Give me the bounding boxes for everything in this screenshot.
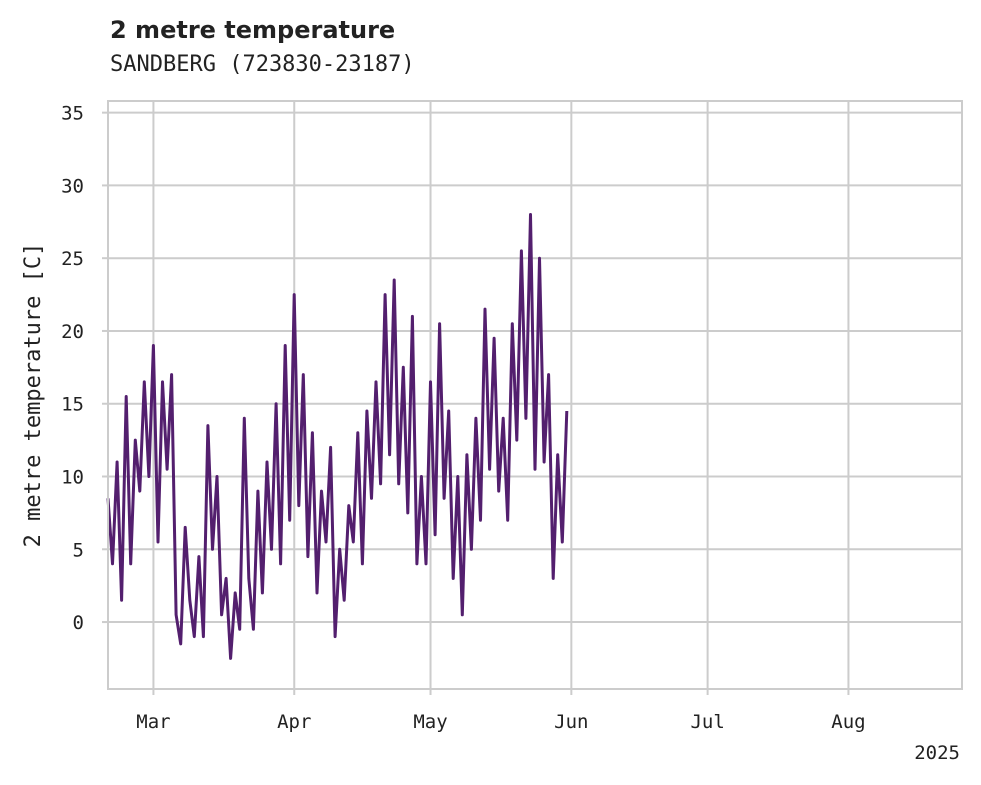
temperature-series-line <box>106 213 569 660</box>
y-axis-ticks: 0 5 10 15 20 25 30 35 <box>61 103 108 634</box>
x-tick-label: Aug <box>831 711 865 733</box>
x-tick-label: Apr <box>277 711 311 733</box>
x-axis-year-label: 2025 <box>914 742 960 764</box>
x-tick-label: Jul <box>690 711 724 733</box>
y-tick-label: 20 <box>61 321 84 343</box>
x-axis-ticks: Mar Apr May Jun Jul Aug <box>136 689 866 733</box>
y-axis-label: 2 metre temperature [C] <box>21 243 46 548</box>
y-tick-label: 30 <box>61 175 84 197</box>
y-tick-label: 35 <box>61 103 84 125</box>
y-tick-label: 25 <box>61 248 84 270</box>
y-tick-label: 10 <box>61 467 84 489</box>
chart-subtitle: SANDBERG (723830-23187) <box>110 52 415 77</box>
x-tick-label: May <box>413 711 447 733</box>
series-layer <box>106 213 569 660</box>
x-tick-label: Mar <box>136 711 170 733</box>
y-tick-label: 15 <box>61 394 84 416</box>
x-tick-label: Jun <box>554 711 588 733</box>
plot-frame <box>107 100 963 690</box>
y-tick-label: 5 <box>73 539 84 561</box>
chart-title: 2 metre temperature <box>110 16 396 44</box>
y-tick-label: 0 <box>73 612 84 634</box>
